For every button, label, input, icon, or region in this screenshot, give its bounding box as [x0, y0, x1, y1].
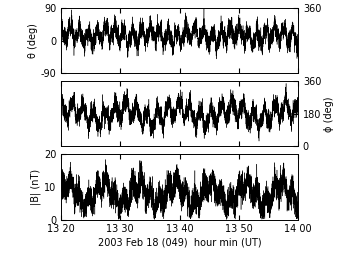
Y-axis label: |B| (nT): |B| (nT)	[31, 169, 41, 205]
X-axis label: 2003 Feb 18 (049)  hour min (UT): 2003 Feb 18 (049) hour min (UT)	[98, 237, 261, 247]
Y-axis label: θ (deg): θ (deg)	[28, 23, 38, 58]
Y-axis label: ϕ (deg): ϕ (deg)	[324, 96, 334, 131]
